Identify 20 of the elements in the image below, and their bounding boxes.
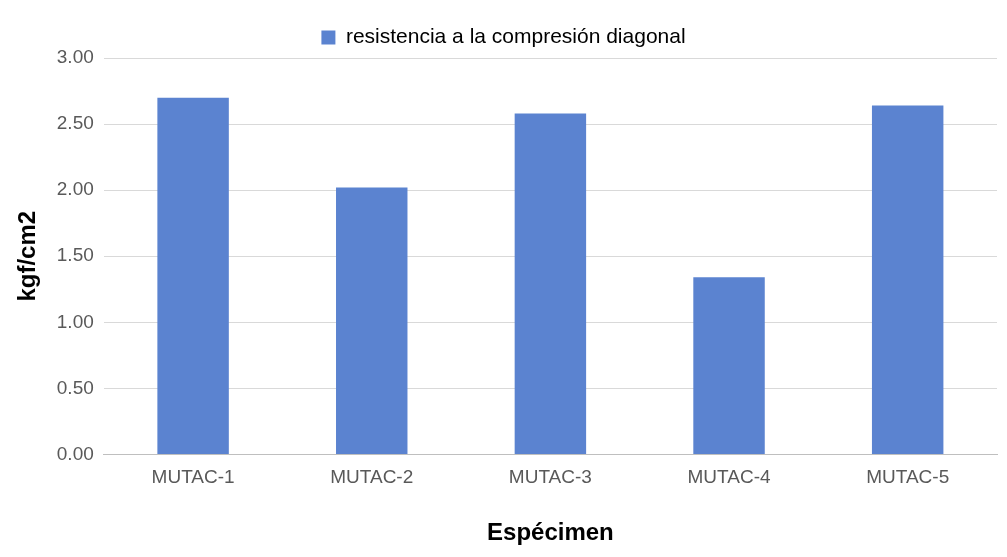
- bar: [871, 105, 944, 454]
- x-axis-title: Espécimen: [487, 518, 614, 546]
- legend-label: resistencia a la compresión diagonal: [345, 24, 686, 48]
- y-tick-label: 2.00: [56, 178, 94, 200]
- y-tick-label: 2.50: [56, 112, 94, 134]
- y-tick-label: 3.00: [56, 46, 94, 68]
- bar: [336, 187, 408, 454]
- y-tick-label: 0.00: [56, 442, 94, 464]
- bar: [157, 97, 229, 454]
- x-tick-label: MUTAC-3: [508, 466, 592, 488]
- y-tick-label: 1.50: [56, 244, 94, 266]
- y-tick-label: 0.50: [56, 376, 94, 398]
- y-tick-label: 1.00: [56, 310, 94, 332]
- bar: [514, 113, 587, 454]
- x-tick-label: MUTAC-4: [687, 466, 771, 488]
- x-tick-label: MUTAC-5: [866, 466, 950, 488]
- x-tick-label: MUTAC-2: [330, 466, 414, 488]
- bar: [693, 277, 765, 454]
- x-tick-label: MUTAC-1: [151, 466, 235, 488]
- y-axis-title: kgf/cm2: [13, 210, 41, 302]
